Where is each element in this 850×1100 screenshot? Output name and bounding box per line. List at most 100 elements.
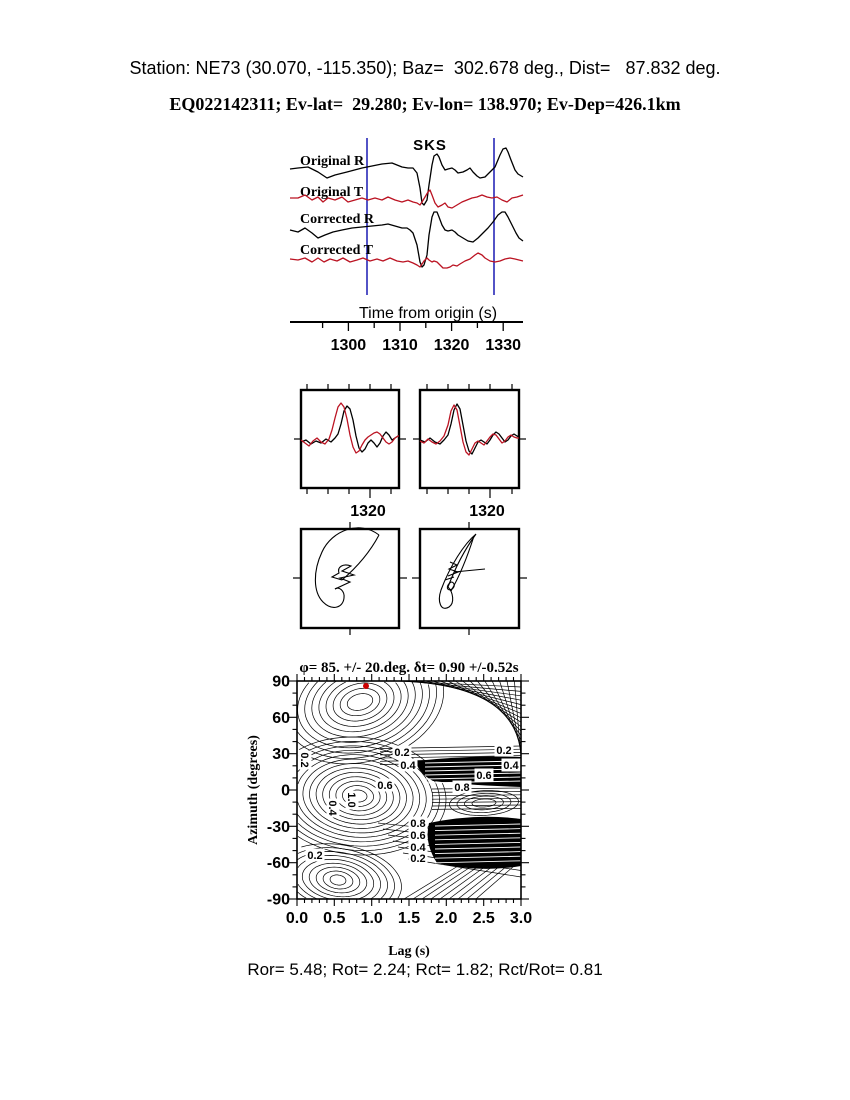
pulse-trace-0	[300, 405, 400, 453]
contour-line	[425, 680, 522, 705]
contour-line	[296, 684, 430, 754]
time-tick-1320: 1320	[434, 337, 470, 354]
time-tick-1310: 1310	[382, 337, 418, 354]
contour-line	[297, 847, 395, 899]
striation	[424, 776, 522, 780]
contour-label-box	[474, 768, 494, 782]
contour-line	[329, 874, 347, 886]
contour-line	[439, 865, 487, 900]
contour-line	[302, 758, 414, 834]
contour-line	[301, 843, 402, 899]
contour-label-text: 0.6	[476, 770, 491, 782]
trace-2	[289, 211, 524, 268]
striation	[434, 860, 522, 864]
contour-label-text: 1.0	[345, 792, 357, 807]
contour-label-box	[408, 828, 428, 842]
contour-label-box	[501, 758, 521, 772]
contour-line	[514, 680, 522, 758]
contour-label-box	[305, 848, 325, 862]
striation	[434, 846, 522, 850]
ytick-60: 60	[272, 710, 290, 727]
contour-label: 0.4	[501, 758, 521, 772]
contour-label-text: 0.2	[394, 747, 409, 759]
contour-label: 0.4	[326, 798, 340, 818]
contour-label: 0.4	[408, 840, 428, 854]
contour-label-text: 0.2	[410, 853, 425, 865]
contour-label-text: 0.2	[307, 850, 322, 862]
xtick-1.5: 1.5	[398, 910, 420, 927]
contour-line	[471, 798, 497, 808]
contour-line	[449, 790, 519, 816]
pulse-left-tick-label: 1320	[350, 503, 386, 520]
contour-xlabel: Lag (s)	[388, 944, 430, 959]
ytick-m90: -90	[267, 892, 290, 909]
contour-line	[309, 763, 407, 829]
contour-line	[418, 680, 522, 701]
contour-line	[403, 865, 459, 900]
ytick-90: 90	[272, 674, 290, 691]
xtick-3.0: 3.0	[510, 910, 532, 927]
seismogram-traces	[289, 147, 524, 269]
pulse-panel-right-frame	[418, 388, 521, 490]
contour-label-box	[375, 778, 395, 792]
contour-label: 0.6	[375, 778, 395, 792]
station-header: Station: NE73 (30.070, -115.350); Baz= 3…	[129, 58, 721, 78]
contour-label-text: 0.2	[298, 752, 310, 767]
contour-line	[339, 687, 381, 717]
contour-line	[506, 680, 522, 754]
contour-label-text: 0.6	[377, 780, 392, 792]
particle-motion-after	[438, 533, 486, 609]
contour-line	[466, 865, 508, 900]
contour-line	[328, 776, 388, 816]
contour-chart: φ= 85. +/- 20.deg. δt= 0.90 +/-0.52s 0.2…	[246, 660, 532, 959]
contour-label-box	[408, 816, 428, 830]
contour-line	[325, 681, 395, 727]
contour-line	[431, 801, 522, 803]
ytick-m60: -60	[267, 855, 290, 872]
contour-line	[342, 785, 374, 807]
striation	[434, 828, 522, 832]
trace-1	[290, 189, 524, 209]
contour-line	[315, 767, 401, 825]
contour-dense-regions	[416, 756, 522, 869]
pulse-trace-3	[419, 404, 519, 456]
contour-label-box	[398, 758, 418, 772]
contour-line	[322, 870, 354, 890]
ytick-m30: -30	[267, 819, 290, 836]
seismogram-chart: SKS Original R Original T Corrected R Co…	[289, 137, 524, 354]
pulse-trace-2	[419, 403, 520, 455]
contour-line	[499, 680, 522, 749]
striation	[434, 832, 522, 836]
striation	[434, 837, 522, 841]
contour-line	[412, 865, 466, 900]
contour-line	[462, 680, 522, 727]
particle-motion-panels	[293, 522, 527, 635]
particle-panel-ticks	[293, 522, 527, 635]
contour-line	[318, 680, 402, 733]
contour-ylabel: Azimuth (degrees)	[246, 735, 261, 845]
contour-label-box	[326, 798, 340, 818]
contour-line	[410, 680, 522, 697]
striation	[434, 855, 522, 859]
contour-label: 0.6	[474, 768, 494, 782]
contour-label: 0.2	[392, 745, 412, 759]
xtick-1.0: 1.0	[361, 910, 383, 927]
contour-line	[475, 865, 515, 900]
xtick-2.0: 2.0	[435, 910, 457, 927]
contour-title: φ= 85. +/- 20.deg. δt= 0.90 +/-0.52s	[299, 660, 518, 676]
ytick-30: 30	[272, 746, 290, 763]
contour-line	[456, 792, 512, 814]
contour-line	[304, 681, 416, 743]
contour-line	[431, 808, 522, 810]
contour-line	[308, 862, 368, 898]
contour-label-box	[408, 840, 428, 854]
contour-label-text: 0.4	[503, 760, 519, 772]
striation	[424, 780, 522, 784]
contour-label: 0.4	[398, 758, 418, 772]
contour-line	[457, 865, 501, 900]
contour-label-box	[408, 851, 428, 865]
trace-0	[289, 147, 524, 206]
contour-line	[311, 681, 409, 738]
best-fit-marker	[363, 683, 369, 689]
